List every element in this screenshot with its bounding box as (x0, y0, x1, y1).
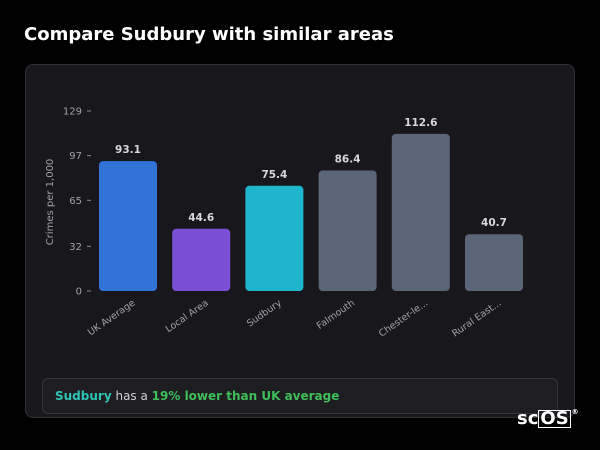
y-tick-label: 129 (63, 107, 82, 118)
value-label-0: 93.1 (115, 144, 141, 156)
x-tick-label-5: Rural East... (450, 298, 503, 340)
bar-5[interactable] (465, 234, 523, 291)
scos-logo: sc OS ® (517, 408, 579, 429)
summary-difference: 19% lower than UK average (151, 389, 340, 403)
bar-3[interactable] (318, 170, 377, 291)
y-axis: 0 32 65 97 129 (63, 107, 91, 298)
bar-0[interactable] (99, 161, 157, 291)
bar-4[interactable] (391, 133, 450, 291)
x-tick-label-2: Sudbury (245, 297, 284, 329)
value-label-5: 40.7 (481, 217, 507, 229)
summary-area-name: Sudbury (55, 389, 112, 403)
y-tick-label: 32 (69, 242, 82, 253)
comparison-card: 0 32 65 97 129 Crimes per 1,000 93.1 44.6 75.4… (25, 64, 575, 418)
x-tick-label-3: Falmouth (315, 298, 357, 332)
value-label-2: 75.4 (261, 169, 287, 181)
crime-bar-chart: 0 32 65 97 129 Crimes per 1,000 93.1 44.6 75.4… (45, 107, 523, 340)
logo-boxed: OS (538, 408, 571, 429)
summary-middle-text: has a (111, 389, 152, 403)
y-tick-label: 0 (76, 287, 82, 298)
value-labels: 93.1 44.6 75.4 86.4 112.6 40.7 (115, 117, 507, 229)
x-tick-label-0: UK Average (86, 298, 138, 339)
x-tick-label-1: Local Area (164, 298, 211, 335)
bars (99, 133, 523, 291)
comparison-summary: Sudbury has a 19% lower than UK average (42, 378, 558, 414)
logo-prefix: sc (517, 408, 539, 429)
y-axis-label: Crimes per 1,000 (45, 159, 56, 246)
y-tick-label: 97 (69, 151, 82, 162)
bar-1[interactable] (172, 228, 231, 291)
value-label-4: 112.6 (404, 117, 437, 129)
x-tick-label-4: Chester-le... (377, 298, 430, 340)
logo-reg: ® (571, 408, 579, 416)
page-title: Compare Sudbury with similar areas (24, 24, 394, 45)
value-label-1: 44.6 (188, 212, 214, 224)
y-tick-label: 65 (69, 196, 82, 207)
x-tick-labels: UK Average Local Area Sudbury Falmouth Chest… (86, 297, 504, 339)
value-label-3: 86.4 (335, 153, 361, 165)
bar-2[interactable] (245, 185, 304, 291)
